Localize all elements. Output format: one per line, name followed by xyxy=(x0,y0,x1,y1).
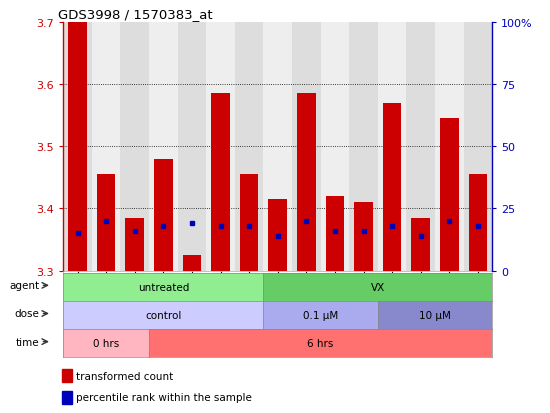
Bar xyxy=(406,23,435,271)
Bar xyxy=(97,175,116,271)
Text: 0.1 μM: 0.1 μM xyxy=(303,310,338,320)
Bar xyxy=(297,94,316,271)
Bar xyxy=(154,159,173,271)
Bar xyxy=(411,218,430,271)
Bar xyxy=(321,23,349,271)
Bar xyxy=(92,23,120,271)
Bar xyxy=(326,197,344,271)
Bar xyxy=(383,103,402,271)
Bar xyxy=(62,391,72,404)
Bar xyxy=(435,23,464,271)
Text: percentile rank within the sample: percentile rank within the sample xyxy=(76,392,252,403)
Text: dose: dose xyxy=(14,309,39,319)
Text: 6 hrs: 6 hrs xyxy=(307,338,334,348)
Bar xyxy=(240,175,258,271)
Bar xyxy=(211,94,230,271)
Text: agent: agent xyxy=(9,281,39,291)
Bar xyxy=(125,218,144,271)
Bar xyxy=(263,23,292,271)
Bar xyxy=(235,23,263,271)
Bar xyxy=(149,23,178,271)
Bar xyxy=(440,119,459,271)
Bar xyxy=(63,23,92,271)
Bar xyxy=(268,199,287,271)
Bar xyxy=(349,23,378,271)
Bar xyxy=(464,23,492,271)
Text: VX: VX xyxy=(371,282,385,292)
Bar xyxy=(120,23,149,271)
Bar xyxy=(292,23,321,271)
Text: GDS3998 / 1570383_at: GDS3998 / 1570383_at xyxy=(58,8,212,21)
Text: time: time xyxy=(15,337,39,347)
Text: untreated: untreated xyxy=(138,282,189,292)
Text: 0 hrs: 0 hrs xyxy=(93,338,119,348)
Text: control: control xyxy=(145,310,182,320)
Bar xyxy=(68,23,87,271)
Bar xyxy=(378,23,406,271)
Bar xyxy=(183,255,201,271)
Bar xyxy=(354,203,373,271)
Bar xyxy=(206,23,235,271)
Bar xyxy=(469,175,487,271)
Text: transformed count: transformed count xyxy=(76,371,173,381)
Bar xyxy=(62,369,72,382)
Bar xyxy=(178,23,206,271)
Text: 10 μM: 10 μM xyxy=(419,310,451,320)
